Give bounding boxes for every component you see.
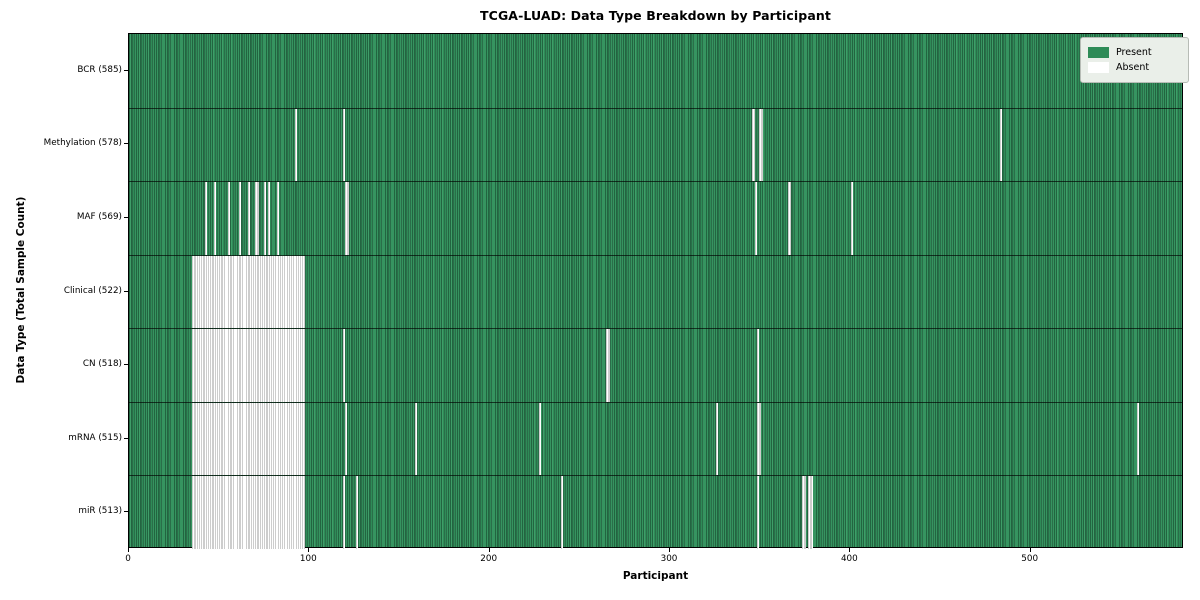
heatmap-row-cn <box>129 328 1182 402</box>
x-tick-label-0: 0 <box>125 554 131 564</box>
x-tick-mark <box>849 548 851 552</box>
absent-segment <box>343 476 346 549</box>
absent-segment <box>247 182 250 255</box>
absent-segment <box>757 402 761 476</box>
absent-segment <box>755 182 758 255</box>
absent-segment <box>757 476 760 549</box>
y-tick-label-bcr: BCR (585) <box>77 64 122 75</box>
y-tick-label-maf: MAF (569) <box>76 211 122 222</box>
y-tick-mark <box>124 69 128 71</box>
x-tick-label-400: 400 <box>840 554 858 564</box>
absent-segment <box>759 108 763 182</box>
absent-segment <box>192 476 306 549</box>
heatmap-row-maf <box>129 181 1182 255</box>
absent-segment <box>757 329 760 402</box>
absent-segment <box>715 402 718 476</box>
y-tick-label-mir: miR (513) <box>78 506 122 517</box>
absent-segment <box>802 476 806 549</box>
absent-segment <box>850 182 853 255</box>
absent-segment <box>238 182 241 255</box>
absent-segment <box>345 402 347 476</box>
absent-segment <box>355 476 358 549</box>
x-tick-label-500: 500 <box>1021 554 1039 564</box>
absent-segment <box>606 329 610 402</box>
heatmap-row-bcr <box>129 34 1182 108</box>
absent-segment <box>539 402 542 476</box>
x-tick-mark <box>488 548 490 552</box>
chart-title: TCGA-LUAD: Data Type Breakdown by Partic… <box>480 8 831 23</box>
y-tick-mark <box>124 143 128 145</box>
y-tick-label-mrna: mRNA (515) <box>68 432 122 443</box>
heatmap-row-methylation <box>129 107 1182 182</box>
y-tick-mark <box>124 437 128 439</box>
legend: Present Absent <box>1080 37 1189 83</box>
heatmap-row-clinical <box>129 254 1182 329</box>
absent-segment <box>192 255 306 329</box>
absent-segment <box>276 182 279 255</box>
absent-segment <box>267 182 270 255</box>
absent-segment <box>255 182 259 255</box>
y-tick-label-cn: CN (518) <box>82 359 122 370</box>
absent-segment <box>561 476 563 549</box>
absent-segment <box>228 182 230 255</box>
x-tick-mark <box>669 548 671 552</box>
absent-segment <box>345 182 349 255</box>
x-tick-label-300: 300 <box>660 554 678 564</box>
absent-segment <box>213 182 216 255</box>
absent-segment <box>192 402 306 476</box>
heatmap-plot-area <box>128 33 1183 549</box>
y-tick-label-clinical: Clinical (522) <box>63 285 122 296</box>
absent-segment <box>343 329 346 402</box>
absent-segment <box>1000 108 1003 182</box>
y-tick-mark <box>124 216 128 218</box>
y-tick-mark <box>124 364 128 366</box>
legend-label-absent: Absent <box>1116 62 1150 73</box>
absent-segment <box>751 108 756 182</box>
y-tick-mark <box>124 511 128 513</box>
absent-segment <box>787 182 792 255</box>
x-tick-mark <box>128 548 129 552</box>
y-axis-label: Data Type (Total Sample Count) <box>15 196 27 384</box>
y-tick-mark <box>124 290 128 292</box>
legend-entry-absent: Absent <box>1088 61 1180 74</box>
legend-label-present: Present <box>1116 47 1152 58</box>
heatmap-row-mrna <box>129 401 1182 476</box>
absent-segment <box>807 476 813 549</box>
absent-segment <box>204 182 207 255</box>
x-tick-label-200: 200 <box>480 554 498 564</box>
y-tick-label-methylation: Methylation (578) <box>43 138 122 149</box>
present-swatch-icon <box>1088 47 1109 58</box>
absent-segment <box>264 182 266 255</box>
absent-segment <box>1137 402 1139 476</box>
heatmap-row-mir <box>129 475 1182 549</box>
x-axis-label: Participant <box>622 570 689 582</box>
x-tick-mark <box>308 548 310 552</box>
absent-segment <box>294 108 297 182</box>
absent-swatch-icon <box>1088 62 1109 73</box>
x-tick-mark <box>1029 548 1031 552</box>
absent-segment <box>343 108 346 182</box>
absent-segment <box>192 329 306 402</box>
absent-segment <box>415 402 418 476</box>
legend-entry-present: Present <box>1088 46 1180 59</box>
x-tick-label-100: 100 <box>299 554 317 564</box>
